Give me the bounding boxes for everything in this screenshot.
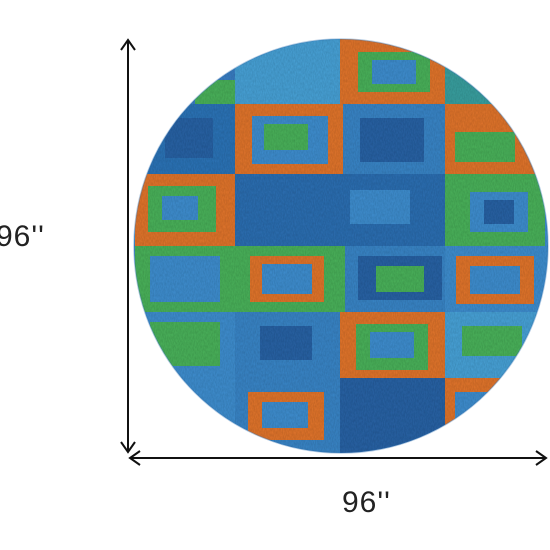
rug-edge xyxy=(133,38,549,454)
width-label: 96'' xyxy=(342,486,391,519)
width-dimension-arrow xyxy=(128,450,548,466)
height-label: 96'' xyxy=(0,220,45,253)
round-rug xyxy=(134,39,548,453)
height-dimension-arrow xyxy=(120,38,136,454)
